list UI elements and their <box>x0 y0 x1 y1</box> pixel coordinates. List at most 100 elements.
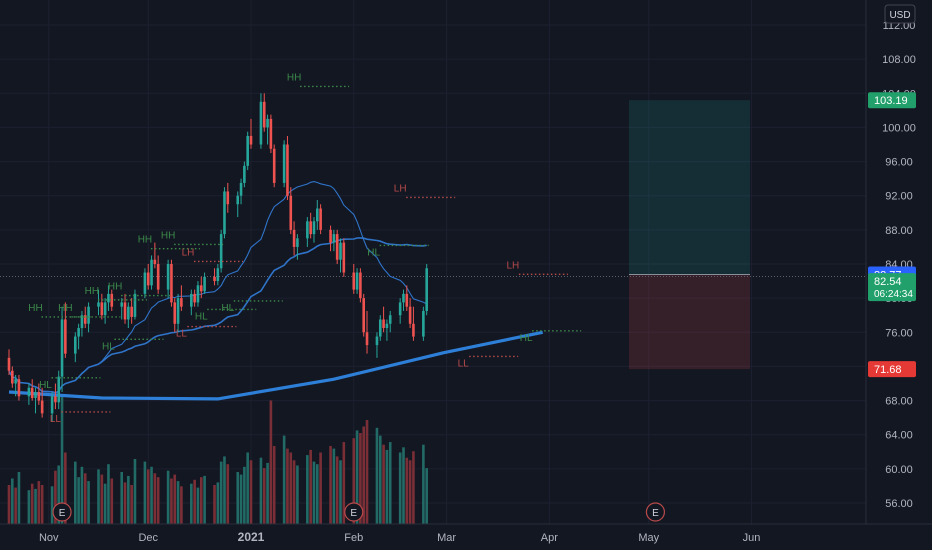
volume-bar <box>359 433 362 524</box>
volume-bar <box>309 449 312 524</box>
candle-body <box>54 396 57 403</box>
volume-bar <box>219 461 223 524</box>
volume-bar <box>243 466 246 524</box>
pivot-label: HL <box>195 311 208 322</box>
pivot-labels: HH HL LL HH HH HL HH HH HH LH LL HL HL HH LH HL LL LH HL <box>28 72 582 425</box>
volume-bar <box>352 438 356 524</box>
volume-bar <box>412 451 415 524</box>
volume-bar <box>398 452 402 524</box>
volume-bar <box>156 477 160 524</box>
candle-body <box>107 293 110 303</box>
volume-bar <box>100 474 104 524</box>
candle-body <box>266 118 269 128</box>
pivot-label: LH <box>506 260 519 271</box>
volume-bar <box>199 477 203 524</box>
volume-bar <box>402 447 405 524</box>
candle-body <box>130 306 133 317</box>
candle-body <box>103 302 107 316</box>
volume-bar <box>83 473 87 524</box>
candle-body <box>199 285 203 292</box>
candle-body <box>375 336 379 346</box>
volume-bar <box>306 455 309 524</box>
candle-body <box>405 293 409 307</box>
candle-body <box>319 208 322 230</box>
volume-bar <box>312 461 316 524</box>
volume-bar <box>422 444 425 524</box>
volume-bar <box>388 442 392 524</box>
take-profit-label: 103.19 <box>874 95 908 107</box>
x-tick-label: Apr <box>541 532 558 544</box>
pivot-label: LL <box>176 329 188 340</box>
candle-body <box>97 302 100 307</box>
take-profit-badge <box>868 92 916 109</box>
pivot-label: HL <box>39 380 52 391</box>
current-price-countdown: 06:24:34 <box>874 289 913 300</box>
volume-bar <box>319 452 322 524</box>
volume-bar <box>213 485 216 524</box>
x-tick-label: Nov <box>39 532 59 544</box>
volume-bar <box>40 485 44 524</box>
volume-bar <box>408 460 412 524</box>
candle-body <box>196 285 200 303</box>
candle-body <box>57 376 61 403</box>
currency-label: USD <box>889 10 910 21</box>
y-tick-label: 92.00 <box>885 191 913 203</box>
volume-bar <box>315 464 319 524</box>
volume-bar <box>269 400 273 524</box>
volume-bar <box>127 475 130 524</box>
volume-bar <box>64 452 67 524</box>
candle-body <box>50 396 54 414</box>
time-axis[interactable]: Nov Dec 2021 Feb Mar Apr May Jun <box>39 530 760 544</box>
volume-bar <box>355 430 359 524</box>
volume-bar <box>190 483 193 524</box>
volume-bar <box>203 475 206 524</box>
volume-bars <box>7 394 428 524</box>
earnings-marker-circle <box>344 502 364 522</box>
candle-body <box>362 298 366 333</box>
candle-body <box>123 302 127 320</box>
candle-body <box>382 319 385 329</box>
y-tick-label: 96.00 <box>885 157 913 169</box>
volume-bar <box>385 449 389 524</box>
volume-bar <box>30 483 34 524</box>
volume-bar <box>425 468 428 524</box>
volume-bar <box>339 460 342 524</box>
volume-bar <box>34 488 37 524</box>
candle-body <box>365 332 369 346</box>
x-tick-label: Jun <box>743 532 761 544</box>
take-profit-zone <box>629 100 750 275</box>
volume-bar <box>166 470 170 524</box>
volume-bar <box>262 468 266 524</box>
candle-body <box>286 144 289 196</box>
candle-body <box>213 276 216 282</box>
volume-bar <box>286 448 289 524</box>
candle-body <box>100 302 104 316</box>
candle-body <box>296 238 299 247</box>
y-tick-label: 68.00 <box>885 396 913 408</box>
x-tick-label: 2021 <box>238 530 265 544</box>
volume-bar <box>120 472 124 524</box>
candle-body <box>385 323 389 329</box>
candle-body <box>40 400 44 414</box>
pivot-label: HH <box>85 286 99 297</box>
candle-body <box>272 148 276 183</box>
y-tick-label: 56.00 <box>885 498 913 510</box>
candle-body <box>190 293 193 307</box>
volume-bar <box>329 446 332 524</box>
candle-body <box>166 264 170 290</box>
x-tick-label: Feb <box>344 532 363 544</box>
stop-loss-zone <box>629 274 750 370</box>
volume-bar <box>335 456 339 524</box>
volume-bar <box>14 487 17 524</box>
candle-body <box>339 242 342 260</box>
y-tick-label: 76.00 <box>885 327 913 339</box>
volume-bar <box>7 485 11 524</box>
candle-body <box>203 276 206 292</box>
candle-body <box>193 293 196 303</box>
currency-badge[interactable]: USD <box>884 4 916 24</box>
candle-body <box>17 379 21 397</box>
candle-body <box>388 315 392 324</box>
candle-body <box>87 306 90 324</box>
